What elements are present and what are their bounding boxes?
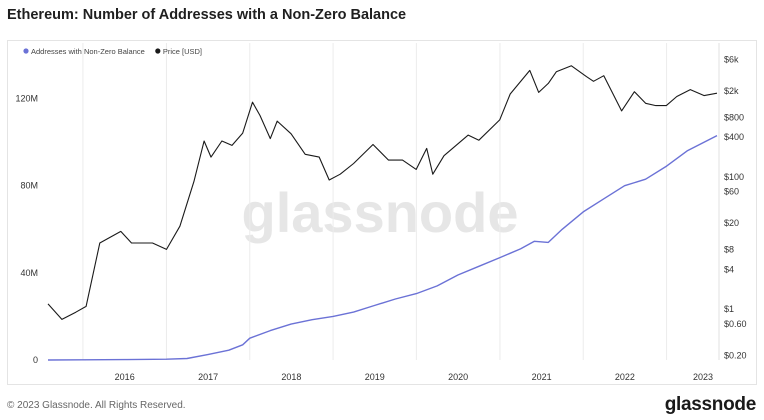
x-tick-label: 2020 bbox=[448, 372, 468, 382]
y-left-tick-label: 120M bbox=[15, 94, 38, 104]
y-right-tick-label: $2k bbox=[724, 86, 739, 96]
y-right-tick-label: $1 bbox=[724, 304, 734, 314]
legend-marker bbox=[23, 48, 29, 54]
y-right-tick-label: $800 bbox=[724, 112, 744, 122]
x-tick-label: 2022 bbox=[615, 372, 635, 382]
y-axis-right: $0.20 $0.60 $1 $4 $8 $20 $60 $100 $400 $800 $2k $6k bbox=[724, 54, 747, 360]
legend-marker bbox=[155, 48, 161, 54]
y-right-tick-label: $0.20 bbox=[724, 350, 747, 360]
y-right-tick-label: $6k bbox=[724, 54, 739, 64]
legend-label: Addresses with Non-Zero Balance bbox=[31, 47, 145, 56]
y-left-tick-label: 80M bbox=[20, 181, 38, 191]
series-layer bbox=[47, 65, 718, 361]
y-left-tick-label: 0 bbox=[33, 355, 38, 365]
x-tick-label: 2017 bbox=[198, 372, 218, 382]
y-axis-left: 0 40M 80M 120M bbox=[15, 94, 38, 365]
page-title: Ethereum: Number of Addresses with a Non… bbox=[7, 7, 407, 23]
legend: Addresses with Non-Zero Balance Price [US… bbox=[23, 47, 202, 56]
grid bbox=[82, 43, 720, 360]
y-left-tick-label: 40M bbox=[20, 268, 38, 278]
glassnode-logo[interactable]: glassnode bbox=[664, 394, 757, 415]
x-tick-label: 2018 bbox=[281, 372, 301, 382]
x-tick-label: 2021 bbox=[532, 372, 552, 382]
legend-label: Price [USD] bbox=[163, 47, 202, 56]
copyright-text: © 2023 Glassnode. All Rights Reserved. bbox=[7, 400, 186, 411]
y-right-tick-label: $0.60 bbox=[724, 319, 747, 329]
y-right-tick-label: $20 bbox=[724, 218, 739, 228]
y-right-tick-label: $60 bbox=[724, 187, 739, 197]
x-tick-label: 2019 bbox=[365, 372, 385, 382]
x-tick-label: 2023 bbox=[693, 372, 713, 382]
y-right-tick-label: $8 bbox=[724, 244, 734, 254]
addresses-line bbox=[47, 134, 718, 361]
chart-frame bbox=[7, 40, 757, 385]
x-axis: 2016 2017 2018 2019 2020 2021 2022 2023 bbox=[115, 372, 713, 382]
price-line bbox=[47, 65, 718, 320]
x-tick-label: 2016 bbox=[115, 372, 135, 382]
y-right-tick-label: $4 bbox=[724, 264, 734, 274]
y-right-tick-label: $400 bbox=[724, 132, 744, 142]
y-right-tick-label: $100 bbox=[724, 172, 744, 182]
watermark: glassnode bbox=[242, 181, 519, 244]
